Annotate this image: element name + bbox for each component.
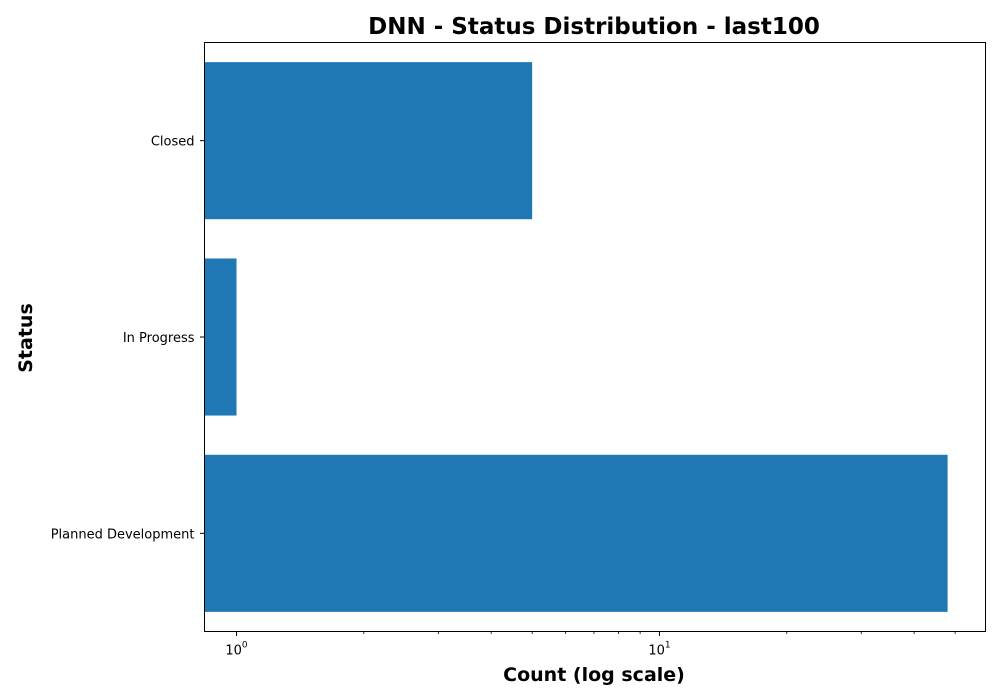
bar-closed [204,62,533,220]
bar-in-progress [204,258,237,416]
x-axis-label: Count (log scale) [503,664,685,686]
x-tick-label: 100 [225,641,248,659]
y-axis-label: Status [15,303,37,373]
y-tick-label-closed: Closed [151,135,195,150]
y-tick-label-planned-development: Planned Development [51,527,195,542]
x-tick-label: 101 [648,641,670,659]
chart-title: DNN - Status Distribution - last100 [368,14,820,40]
x-tick-base: 10 [648,644,665,659]
x-tick-base: 10 [225,644,242,659]
x-tick-exponent: 1 [665,641,671,651]
bars-layer [204,62,948,612]
plot-frame [204,42,986,632]
x-tick-exponent: 0 [242,641,248,651]
y-tick-label-in-progress: In Progress [123,331,195,346]
bar-planned-development [204,454,948,612]
